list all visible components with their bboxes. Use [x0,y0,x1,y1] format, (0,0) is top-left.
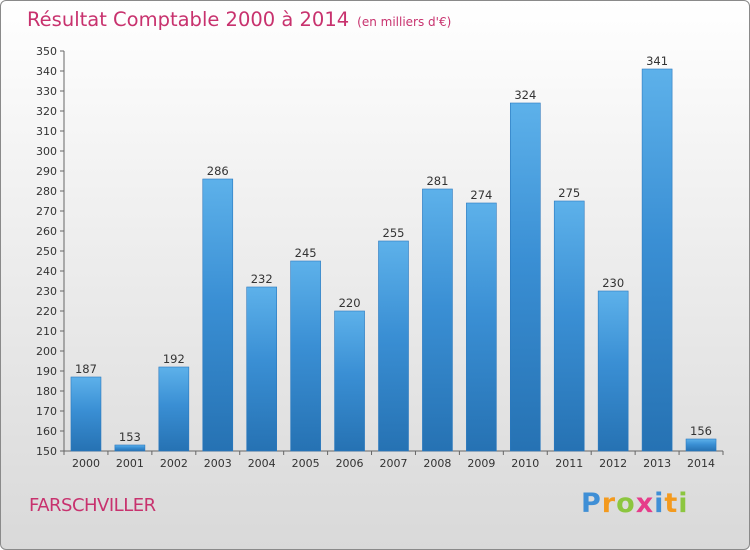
y-tick-label: 150 [36,445,57,458]
logo-letter: r [601,488,617,519]
bars [70,68,717,452]
x-tick-label: 2011 [555,457,583,470]
x-tick-label: 2009 [467,457,495,470]
x-tick-label: 2007 [380,457,408,470]
bar-2006[interactable] [334,310,365,452]
y-tick-label: 170 [36,405,57,418]
x-tick-label: 2014 [687,457,715,470]
x-tick-label: 2005 [292,457,320,470]
logo-letter: P [581,488,602,519]
x-tick-label: 2006 [336,457,364,470]
chart-title: Résultat Comptable 2000 à 2014 (en millie… [27,8,451,31]
y-tick-label: 270 [36,205,57,218]
bar-2009[interactable] [466,202,497,452]
data-label-2011: 275 [558,186,580,200]
y-tick-label: 240 [36,265,57,278]
logo-letter: x [635,488,655,519]
y-tick-label: 280 [36,185,57,198]
data-label-2005: 245 [295,246,317,260]
y-tick-label: 320 [36,105,57,118]
bar-2000[interactable] [70,376,102,452]
data-label-2002: 192 [163,352,185,366]
y-tick-label: 330 [36,85,57,98]
x-tick-label: 2004 [248,457,276,470]
logo-letter: t [664,488,679,519]
y-tick-label: 260 [36,225,57,238]
bar-2013[interactable] [641,68,673,452]
logo-letter: o [616,488,636,519]
bar-2010[interactable] [509,102,541,452]
y-tick-label: 210 [36,325,57,338]
y-tick-label: 350 [36,45,57,58]
y-tick-label: 160 [36,425,57,438]
proxiti-logo[interactable]: Proxiti [581,488,689,519]
bar-2008[interactable] [422,188,453,452]
data-label-2013: 341 [646,54,668,68]
x-tick-label: 2008 [423,457,451,470]
data-label-2009: 274 [470,188,492,202]
y-tick-label: 230 [36,285,57,298]
bar-2004[interactable] [246,286,277,452]
bar-labels: 187 153 192 286 232 245 220 255 281 274 324 275 230 3… [75,54,712,444]
y-tick-label: 310 [36,125,57,138]
y-tick-label: 250 [36,245,57,258]
location-name: FARSCHVILLER [29,495,156,516]
y-tick-label: 180 [36,385,57,398]
x-tick-label: 2013 [643,457,671,470]
bar-2001[interactable] [114,444,146,452]
bar-2003[interactable] [202,178,234,452]
chart-title-text: Résultat Comptable 2000 à 2014 [27,8,350,31]
data-label-2006: 220 [339,296,361,310]
data-label-2004: 232 [251,272,273,286]
bar-2011[interactable] [553,200,585,452]
bar-2014[interactable] [685,438,717,452]
y-tick-label: 300 [36,145,57,158]
data-label-2012: 230 [602,276,624,290]
logo-letter: i [654,488,665,519]
y-tick-label: 220 [36,305,57,318]
data-label-2001: 153 [119,430,141,444]
x-axis: 2000 2001 2002 2003 2004 2005 2006 2007 2008 2009… [63,450,724,470]
x-tick-label: 2012 [599,457,627,470]
y-tick-label: 200 [36,345,57,358]
data-label-2010: 324 [514,88,536,102]
y-tick-label: 190 [36,365,57,378]
x-tick-label: 2010 [511,457,539,470]
bar-2002[interactable] [158,366,190,452]
y-tick-label: 340 [36,65,57,78]
bar-2007[interactable] [378,240,409,452]
data-label-2003: 286 [207,164,229,178]
x-tick-label: 2001 [116,457,144,470]
bar-2012[interactable] [597,290,629,452]
bar-2005[interactable] [290,260,321,452]
data-label-2000: 187 [75,362,97,376]
data-label-2008: 281 [426,174,448,188]
data-label-2014: 156 [690,424,712,438]
data-label-2007: 255 [383,226,405,240]
chart-subtitle: (en milliers d'€) [357,15,452,29]
x-tick-label: 2000 [72,457,100,470]
y-axis: 150 160 170 180 190 200 210 220 230 240 250 260 270 2… [36,45,65,458]
y-tick-label: 290 [36,165,57,178]
x-tick-label: 2003 [204,457,232,470]
x-tick-label: 2002 [160,457,188,470]
logo-letter: i [678,488,689,519]
